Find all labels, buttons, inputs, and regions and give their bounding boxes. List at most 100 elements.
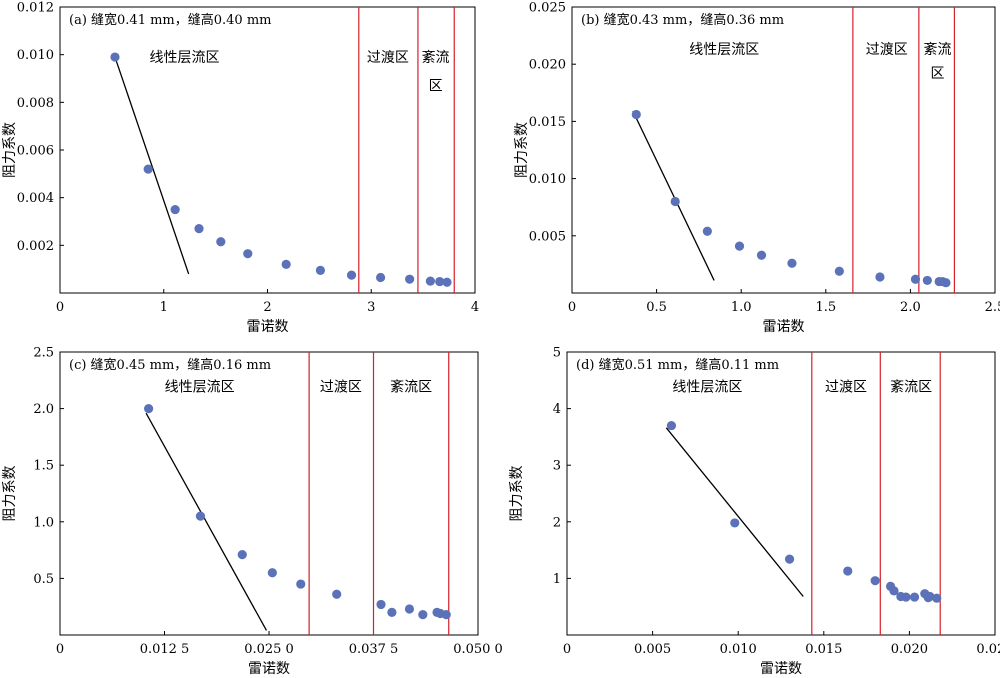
y-tick-label: 2.5: [33, 346, 54, 361]
region-label: 过渡区: [367, 50, 409, 66]
x-tick-label: 0.012 5: [140, 642, 190, 657]
x-tick-label: 0.005: [634, 642, 671, 657]
data-point: [787, 258, 797, 268]
y-tick-label: 0.015: [529, 115, 566, 130]
data-point: [910, 274, 921, 284]
x-tick-label: 0: [56, 300, 64, 315]
plot-frame: [59, 6, 476, 294]
region-label: 紊流区: [890, 379, 932, 396]
panel-title: (a) 缝宽0.41 mm，缝高0.40 mm: [69, 12, 272, 28]
x-tick-label: 0: [568, 300, 576, 315]
x-tick-label: 2: [263, 300, 271, 315]
x-tick-label: 0.037 5: [349, 642, 399, 657]
chart-panel-3: 1 2 3 4 5 0 0.005 0.010 0.015 0.020 0.025 雷诺数 阻力系数 (d…: [509, 346, 1000, 678]
x-tick-label: 0: [563, 642, 571, 657]
y-axis-label: 阻力系数: [2, 122, 18, 178]
y-tick-label: 0.020: [529, 58, 566, 73]
y-tick-label: 0.004: [17, 191, 54, 206]
data-point: [666, 420, 677, 431]
region-label: 线性层流区: [689, 42, 759, 58]
data-point: [875, 272, 885, 282]
data-point: [405, 274, 415, 284]
data-point: [425, 276, 435, 286]
x-tick-label: 3: [367, 300, 375, 315]
data-point: [702, 226, 712, 236]
y-tick-label: 5: [553, 346, 561, 361]
x-tick-label: 0.050 0: [453, 642, 503, 657]
data-point: [195, 511, 206, 521]
plot-frame: [566, 351, 996, 636]
data-point: [110, 52, 120, 62]
y-tick-label: 2.0: [33, 402, 54, 417]
x-tick-label: 0.025: [976, 642, 1000, 657]
y-tick-label: 0.025: [529, 1, 566, 16]
region-label: 区: [930, 66, 944, 82]
x-tick-label: 0.010: [720, 642, 757, 657]
data-point: [170, 204, 180, 215]
data-point: [332, 589, 342, 599]
data-point: [237, 550, 247, 560]
x-axis-label: 雷诺数: [247, 319, 289, 335]
y-axis-label: 阻力系数: [2, 466, 18, 522]
y-tick-label: 3: [553, 459, 561, 474]
data-point: [734, 241, 745, 251]
x-tick-label: 1: [160, 300, 168, 315]
data-point: [267, 568, 277, 578]
data-point: [143, 164, 153, 174]
data-point: [281, 259, 291, 269]
y-tick-label: 0.010: [17, 48, 54, 63]
chart-panel-1: 0.005 0.010 0.015 0.020 0.025 0 0.5 1.0 1.5 2.0 2.…: [514, 1, 1000, 336]
data-point: [144, 404, 154, 414]
x-tick-label: 0.025 0: [244, 642, 294, 657]
panel-title: (c) 缝宽0.45 mm，缝高0.16 mm: [69, 357, 271, 373]
data-point: [941, 278, 951, 288]
y-tick-label: 0.010: [529, 172, 566, 187]
x-tick-label: 2.0: [900, 300, 921, 315]
chart-panel-0: 0.002 0.004 0.006 0.008 0.010 0.012 0 1 2 3 4 雷诺数 阻力…: [2, 1, 479, 336]
chart-panel-2: 0.5 1.0 1.5 2.0 2.5 0 0.012 5 0.025 0 0.037 5 0.0…: [2, 346, 503, 678]
x-axis-label: 雷诺数: [760, 661, 802, 677]
y-tick-label: 0.008: [17, 96, 54, 111]
data-point: [216, 237, 226, 247]
data-point: [375, 272, 386, 283]
data-point: [843, 566, 853, 576]
x-axis-label: 雷诺数: [248, 661, 290, 677]
x-axis-label: 雷诺数: [763, 319, 805, 335]
data-point: [631, 109, 641, 120]
data-point: [404, 604, 415, 614]
x-tick-label: 0: [56, 642, 64, 657]
data-point: [296, 579, 306, 589]
region-label: 过渡区: [825, 380, 867, 396]
y-axis-label: 阻力系数: [514, 122, 530, 178]
data-point: [418, 610, 428, 620]
region-label: 紊流区: [390, 379, 432, 396]
region-label: 紊流: [422, 49, 450, 66]
data-point: [376, 599, 386, 610]
region-label: 紊流: [923, 41, 951, 58]
data-point: [932, 593, 942, 603]
x-tick-label: 2.5: [985, 300, 1000, 315]
y-tick-label: 0.002: [17, 239, 54, 254]
y-tick-label: 2: [553, 515, 561, 530]
data-point: [243, 249, 253, 259]
data-point: [756, 250, 767, 260]
linear-fit-line: [145, 412, 268, 631]
data-point: [909, 592, 920, 602]
data-point: [870, 576, 880, 586]
y-tick-label: 1: [553, 572, 561, 587]
data-point: [346, 270, 357, 280]
x-tick-label: 1.5: [815, 300, 836, 315]
data-point: [730, 518, 740, 528]
region-label: 过渡区: [320, 380, 362, 396]
y-tick-label: 0.5: [33, 572, 54, 587]
region-label: 线性层流区: [672, 380, 742, 396]
region-label: 线性层流区: [150, 50, 220, 66]
data-point: [435, 276, 445, 287]
x-tick-label: 0.020: [891, 642, 928, 657]
y-tick-label: 0.005: [529, 229, 566, 244]
data-point: [922, 275, 932, 286]
y-tick-label: 1.5: [33, 459, 54, 474]
region-label: 区: [429, 78, 443, 94]
data-point: [442, 277, 452, 287]
